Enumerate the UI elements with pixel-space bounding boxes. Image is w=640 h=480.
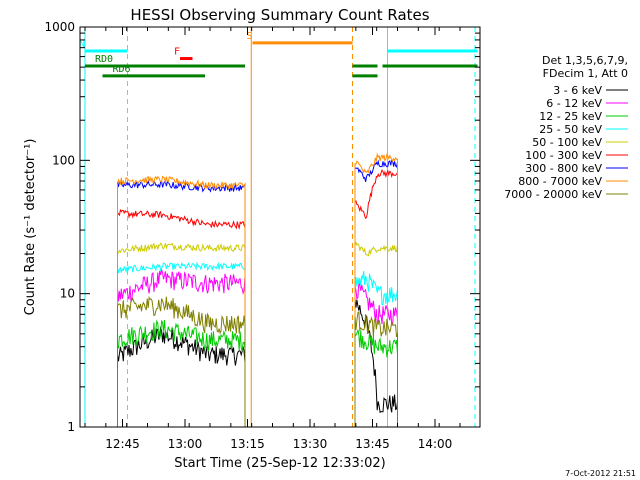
y-tick-label: 1 <box>67 420 75 434</box>
chart-title: HESSI Observing Summary Count Rates <box>130 6 429 24</box>
x-axis: 12:45 13:00 13:15 13:30 13:45 14:00 <box>84 27 461 451</box>
x-tick-label: 13:15 <box>230 437 265 451</box>
y-axis: 1 10 100 1000 <box>44 20 480 434</box>
y-tick-label: 100 <box>52 153 75 167</box>
series-line <box>117 159 398 427</box>
plot-frame <box>79 26 481 428</box>
y-tick-label: 10 <box>60 287 75 301</box>
flag-label: RD6 <box>113 64 131 75</box>
x-tick-label: 13:00 <box>168 437 203 451</box>
flag-label: N <box>79 39 85 50</box>
series-line <box>117 152 398 427</box>
legend-entry-label: 50 - 100 keV <box>532 136 602 149</box>
series-line <box>117 168 398 427</box>
x-tick-label: 13:30 <box>293 437 328 451</box>
legend-entry-label: 25 - 50 keV <box>539 123 602 136</box>
flag-label: F <box>174 47 180 58</box>
x-tick-label: 14:00 <box>418 437 453 451</box>
series-line <box>117 298 398 427</box>
series-line <box>117 269 398 427</box>
flag-label: RD0 <box>95 54 113 65</box>
y-tick-label: 1000 <box>44 20 75 34</box>
x-axis-label: Start Time (25-Sep-12 12:33:02) <box>174 456 385 471</box>
x-tick-label: 12:45 <box>105 437 140 451</box>
legend-entry-label: 6 - 12 keV <box>546 97 602 110</box>
legend-entry-label: 800 - 7000 keV <box>518 175 602 188</box>
legend-entry-label: 100 - 300 keV <box>525 149 602 162</box>
flag-label: S <box>247 31 253 42</box>
series-line <box>117 261 398 427</box>
series-line <box>117 241 398 427</box>
legend-header: FDecim 1, Att 0 <box>543 67 628 80</box>
x-tick-label: 13:45 <box>355 437 390 451</box>
legend-entry-label: 300 - 800 keV <box>525 162 602 175</box>
timestamp: 7-Oct-2012 21:51 <box>565 469 636 478</box>
legend-entry-label: 7000 - 20000 keV <box>504 188 602 201</box>
series-line <box>117 319 398 427</box>
legend-entry-label: 12 - 25 keV <box>539 110 602 123</box>
series-line <box>117 295 398 427</box>
legend-entry-label: 3 - 6 keV <box>553 84 602 97</box>
legend: Det 1,3,5,6,7,9,FDecim 1, Att 0 3 - 6 keV… <box>504 54 628 201</box>
legend-header: Det 1,3,5,6,7,9, <box>542 54 628 67</box>
y-axis-label: Count Rate (s⁻¹ detector⁻¹) <box>23 139 38 316</box>
